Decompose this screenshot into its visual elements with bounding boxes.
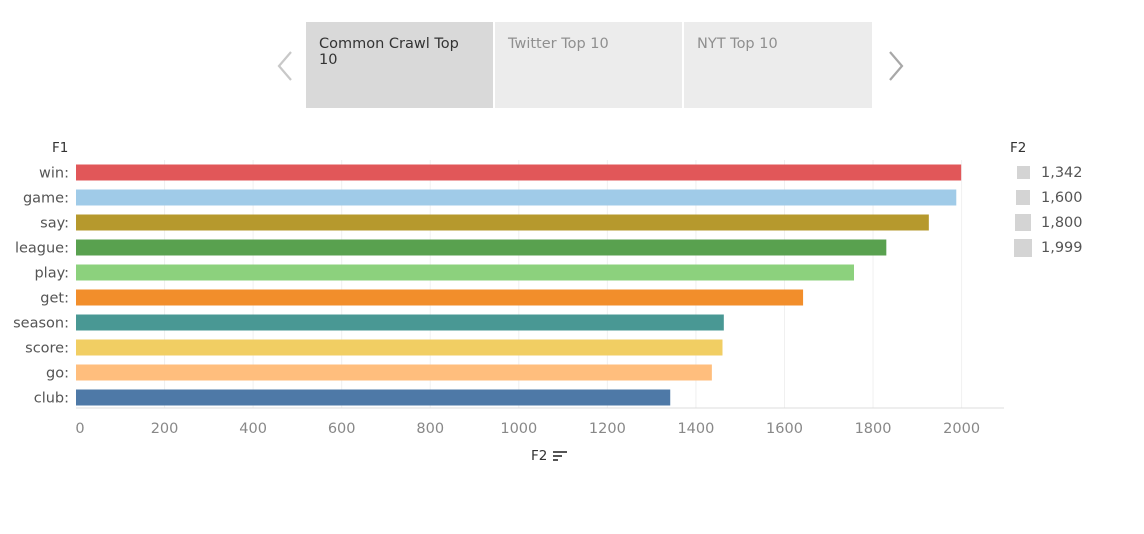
x-tick-label: 200: [151, 421, 179, 437]
next-arrow-button[interactable]: [885, 48, 907, 84]
bar[interactable]: [76, 264, 854, 281]
x-tick-label: 2000: [943, 421, 980, 437]
legend-item[interactable]: 1,800: [1010, 210, 1083, 235]
bar[interactable]: [76, 339, 723, 356]
chevron-left-icon: [277, 51, 292, 81]
x-tick-label: 1200: [589, 421, 626, 437]
legend-title: F2: [1010, 140, 1027, 156]
y-category-label: club:: [34, 391, 69, 407]
bar[interactable]: [76, 239, 887, 256]
prev-arrow-button[interactable]: [274, 48, 296, 84]
tab-nyt[interactable]: NYT Top 10: [684, 22, 872, 108]
legend-swatch: [1014, 214, 1032, 231]
legend-label: 1,600: [1041, 189, 1083, 206]
y-category-label: score:: [25, 341, 69, 357]
y-category-label: league:: [15, 241, 69, 257]
x-tick-label: 1800: [855, 421, 892, 437]
bar[interactable]: [76, 164, 962, 181]
bar[interactable]: [76, 389, 671, 406]
bar[interactable]: [76, 214, 929, 231]
tab-navigation: Common Crawl Top 10 Twitter Top 10 NYT T…: [306, 22, 872, 108]
y-axis-title: F1: [52, 140, 69, 156]
chevron-right-icon: [889, 51, 904, 81]
y-category-label: go:: [46, 366, 69, 382]
x-tick-label: 400: [239, 421, 267, 437]
legend-swatch: [1015, 190, 1031, 205]
y-category-label: season:: [13, 316, 69, 332]
legend-label: 1,800: [1041, 214, 1083, 231]
x-axis-title: F2: [531, 448, 568, 464]
y-category-label: play:: [34, 266, 69, 282]
y-category-label: get:: [40, 291, 69, 307]
legend-swatch: [1016, 166, 1030, 179]
bar[interactable]: [76, 314, 724, 331]
bar[interactable]: [76, 189, 957, 206]
tab-twitter[interactable]: Twitter Top 10: [495, 22, 682, 108]
x-tick-label: 600: [328, 421, 356, 437]
y-category-label: say:: [40, 216, 69, 232]
y-category-label: win:: [39, 166, 69, 182]
x-tick-label: 1000: [500, 421, 537, 437]
y-category-label: game:: [23, 191, 69, 207]
sort-descending-icon[interactable]: [553, 450, 568, 462]
bar[interactable]: [76, 289, 804, 306]
legend-swatch: [1014, 238, 1032, 257]
x-tick-label: 1600: [766, 421, 803, 437]
bar[interactable]: [76, 364, 712, 381]
tab-common-crawl[interactable]: Common Crawl Top 10: [306, 22, 493, 108]
legend-label: 1,342: [1041, 164, 1083, 181]
legend-label: 1,999: [1041, 239, 1083, 256]
x-tick-label: 800: [416, 421, 444, 437]
legend-item[interactable]: 1,600: [1010, 185, 1083, 210]
legend-item[interactable]: 1,999: [1010, 235, 1083, 260]
x-tick-label: 0: [75, 421, 84, 437]
legend-item[interactable]: 1,342: [1010, 160, 1083, 185]
size-legend: F2 1,342 1,600 1,800 1,999: [1010, 140, 1083, 260]
x-axis-title-text: F2: [531, 448, 548, 464]
x-tick-label: 1400: [677, 421, 714, 437]
